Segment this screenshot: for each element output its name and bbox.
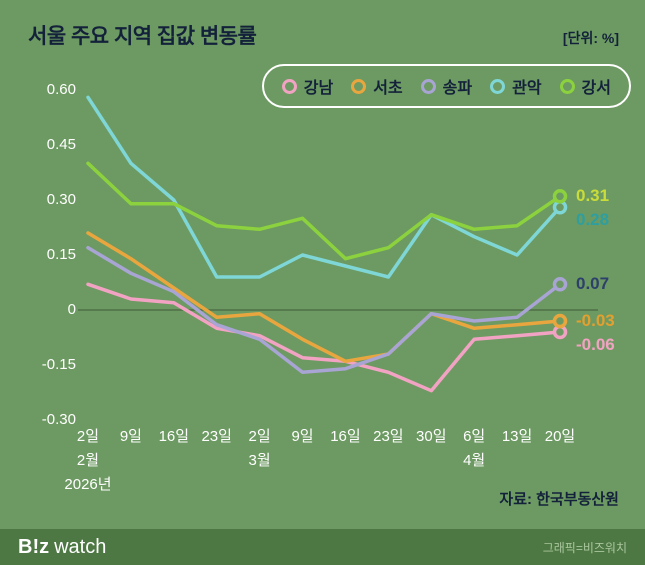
year-label: 2026년: [64, 476, 112, 493]
credit-label: 그래픽=비즈워치: [542, 540, 627, 555]
series-value-label-seocho: -0.03: [576, 311, 615, 330]
y-axis-tick: 0.30: [46, 190, 76, 208]
legend-item-gangseo: 강서: [559, 74, 611, 98]
line-gangseo: [86, 161, 562, 261]
legend-item-seocho: 서초: [351, 74, 403, 98]
legend-marker-icon: [559, 78, 575, 94]
legend-label: 강서: [581, 80, 611, 97]
x-axis-tick: 16일: [158, 428, 190, 445]
unit-label: [단위: %]: [562, 30, 619, 46]
x-axis-tick: 9일: [291, 428, 314, 445]
series-value-label-songpa: 0.07: [576, 274, 610, 294]
month-label: 4월: [463, 452, 486, 469]
legend: 강남 서초 송파 관악 강서: [261, 64, 631, 108]
line-gwanak: [86, 95, 562, 279]
endpoint-songpa: [552, 277, 568, 292]
series-value-label-gwanak: 0.28: [576, 210, 610, 230]
legend-marker-icon: [281, 78, 297, 94]
x-axis-tick: 23일: [373, 428, 404, 445]
y-axis-tick: 0: [67, 301, 76, 318]
series-value-label-gangseo: 0.31: [576, 186, 610, 206]
legend-label: 송파: [442, 80, 473, 97]
x-axis-tick: 2일: [76, 428, 100, 445]
page-title: 서울 주요 지역 집값 변동률: [28, 25, 257, 48]
bizwatch-logo: B!z watch: [18, 529, 106, 565]
x-axis-tick: 20일: [544, 428, 576, 445]
legend-item-gwanak: 관악: [490, 74, 542, 98]
legend-label: 강남: [303, 80, 334, 97]
x-axis-tick: 16일: [330, 428, 361, 445]
line-seocho: [86, 231, 562, 364]
legend-label: 서초: [373, 80, 403, 97]
logo-biz-text: B!z: [18, 536, 50, 558]
legend-marker-icon: [420, 78, 436, 94]
legend-marker-icon: [490, 78, 506, 94]
legend-item-songpa: 송파: [420, 74, 473, 98]
endpoint-seocho: [552, 313, 568, 329]
endpoint-gwanak: [552, 200, 568, 215]
series-value-label-gangnam: -0.06: [576, 335, 615, 354]
x-axis-tick: 30일: [416, 428, 447, 445]
legend-label: 관악: [512, 80, 542, 97]
y-axis-tick: 0.60: [46, 80, 76, 98]
x-axis-tick: 13일: [501, 428, 533, 445]
y-axis-tick: 0.15: [46, 246, 76, 263]
endpoint-gangseo: [552, 189, 568, 204]
x-axis-tick: 9일: [119, 428, 142, 445]
legend-item-gangnam: 강남: [281, 74, 334, 98]
logo-watch-text: watch: [54, 536, 107, 558]
y-axis-tick: -0.15: [41, 356, 76, 373]
footer-bar: B!z watch 그래픽=비즈워치: [0, 529, 645, 565]
line-songpa: [86, 245, 562, 375]
month-label: 3월: [248, 452, 271, 469]
x-axis-tick: 6일: [463, 428, 486, 445]
x-axis-tick: 2일: [248, 428, 271, 445]
legend-marker-icon: [351, 78, 367, 94]
endpoint-gangnam: [552, 324, 568, 340]
line-gangnam: [86, 282, 562, 393]
y-axis-tick: -0.30: [41, 411, 76, 428]
source-label: 자료: 한국부동산원: [499, 491, 619, 508]
x-axis-tick: 23일: [201, 428, 232, 445]
month-label: 2월: [76, 452, 100, 469]
y-axis-tick: 0.45: [46, 135, 76, 153]
